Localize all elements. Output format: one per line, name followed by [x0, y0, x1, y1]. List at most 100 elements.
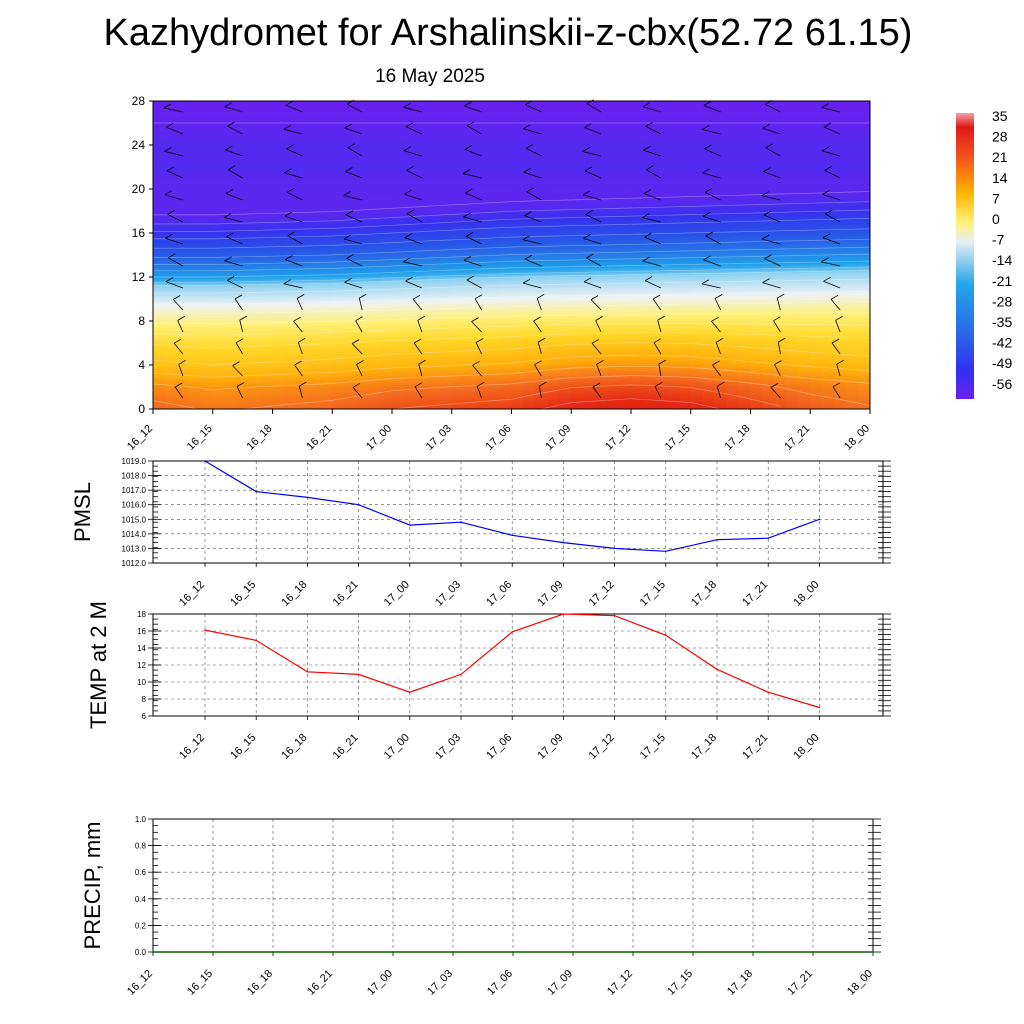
- heatmap-cell: [523, 151, 536, 155]
- heatmap-cell: [487, 171, 501, 175]
- heatmap-cell: [356, 182, 369, 186]
- heatmap-cell: [523, 400, 536, 403]
- heatmap-cell: [296, 186, 309, 190]
- heatmap-cell: [511, 340, 525, 344]
- heatmap-cell: [427, 270, 441, 274]
- heatmap-cell: [380, 169, 393, 172]
- heatmap-cell: [188, 255, 202, 258]
- heatmap-cell: [153, 186, 166, 190]
- heatmap-cell: [523, 356, 536, 359]
- heatmap-cell: [451, 224, 465, 227]
- heatmap-cell: [571, 200, 584, 203]
- heatmap-cell: [535, 178, 548, 181]
- heatmap-cell: [188, 281, 202, 285]
- heatmap-cell: [547, 149, 560, 153]
- heatmap-cell: [320, 175, 333, 179]
- heatmap-cell: [272, 274, 286, 278]
- heatmap-cell: [236, 389, 250, 392]
- heatmap-cell: [475, 252, 489, 256]
- heatmap-cell: [153, 107, 166, 111]
- heatmap-cell: [308, 362, 321, 366]
- heatmap-cell: [511, 316, 525, 320]
- heatmap-cell: [224, 292, 238, 296]
- heatmap-cell: [188, 384, 202, 388]
- heatmap-cell: [200, 239, 214, 243]
- heatmap-cell: [368, 283, 381, 287]
- heatmap-cell: [499, 252, 513, 256]
- heatmap-cell: [463, 156, 477, 159]
- heatmap-cell: [188, 191, 202, 194]
- heatmap-cell: [571, 272, 584, 276]
- heatmap-cell: [523, 365, 536, 368]
- heatmap-cell: [188, 138, 202, 142]
- heatmap-cell: [511, 329, 525, 333]
- heatmap-cell: [224, 329, 238, 333]
- heatmap-cell: [475, 259, 489, 263]
- heatmap-cell: [320, 140, 333, 144]
- heatmap-cell: [296, 171, 309, 175]
- heatmap-cell: [153, 169, 166, 172]
- heatmap-cell: [392, 345, 405, 348]
- heatmap-cell: [451, 145, 465, 148]
- heatmap-cell: [439, 259, 453, 263]
- heatmap-cell: [427, 279, 441, 282]
- heatmap-cell: [188, 395, 202, 399]
- heatmap-cell: [260, 182, 274, 186]
- heatmap-cell: [380, 158, 393, 161]
- heatmap-cell: [272, 208, 286, 212]
- heatmap-cell: [487, 134, 501, 137]
- heatmap-cell: [296, 387, 309, 390]
- heatmap-cell: [511, 272, 525, 276]
- heatmap-cell: [320, 193, 333, 197]
- heatmap-cell: [535, 301, 548, 304]
- heatmap-cell: [487, 347, 501, 351]
- heatmap-cell: [511, 103, 525, 106]
- heatmap-cell: [571, 292, 584, 296]
- heatmap-cell: [272, 395, 286, 399]
- heatmap-cell: [248, 321, 262, 324]
- heatmap-cell: [188, 257, 202, 260]
- heatmap-cell: [535, 186, 548, 190]
- heatmap-cell: [176, 347, 190, 351]
- heatmap-cell: [284, 277, 297, 280]
- heatmap-cell: [164, 391, 178, 395]
- heatmap-cell: [403, 402, 417, 406]
- heatmap-cell: [380, 145, 393, 148]
- heatmap-cell: [463, 120, 477, 124]
- heatmap-cell: [415, 107, 429, 111]
- heatmap-cell: [451, 376, 465, 379]
- heatmap-cell: [356, 303, 369, 307]
- heatmap-cell: [403, 380, 417, 384]
- heatmap-cell: [272, 195, 286, 199]
- heatmap-cell: [200, 303, 214, 307]
- heatmap-cell: [320, 200, 333, 203]
- heatmap-cell: [392, 156, 405, 159]
- heatmap-cell: [188, 389, 202, 392]
- heatmap-cell: [284, 213, 297, 216]
- heatmap-cell: [200, 219, 214, 223]
- heatmap-cell: [236, 219, 250, 223]
- heatmap-cell: [499, 164, 513, 168]
- heatmap-cell: [475, 193, 489, 197]
- heatmap-cell: [499, 303, 513, 307]
- heatmap-cell: [308, 312, 321, 315]
- heatmap-cell: [559, 393, 572, 397]
- heatmap-cell: [523, 351, 536, 355]
- heatmap-cell: [392, 142, 405, 146]
- heatmap-cell: [296, 393, 309, 397]
- heatmap-cell: [296, 164, 309, 168]
- heatmap-cell: [380, 307, 393, 311]
- heatmap-cell: [487, 189, 501, 192]
- heatmap-cell: [188, 323, 202, 326]
- heatmap-cell: [284, 215, 297, 219]
- heatmap-cell: [272, 233, 286, 236]
- heatmap-cell: [451, 321, 465, 324]
- heatmap-cell: [224, 151, 238, 155]
- heatmap-cell: [427, 114, 441, 117]
- heatmap-cell: [308, 378, 321, 381]
- heatmap-cell: [427, 217, 441, 221]
- heatmap-cell: [212, 318, 226, 322]
- heatmap-cell: [344, 277, 357, 280]
- heatmap-cell: [284, 222, 297, 225]
- heatmap-cell: [523, 175, 536, 179]
